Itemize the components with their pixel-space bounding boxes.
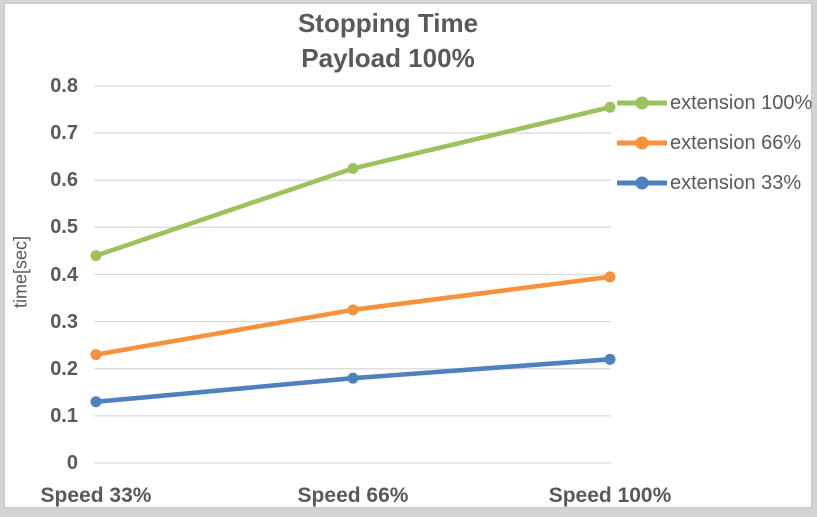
legend-item-extension-100[interactable]: extension 100% [617,90,812,116]
legend-label-extension-100: extension 100% [670,91,813,114]
data-point-extension-100-[interactable] [90,250,102,262]
legend-item-extension-33[interactable]: extension 33% [617,170,801,196]
y-tick-label: 0 [66,452,78,474]
data-point-extension-33-[interactable] [604,353,616,365]
legend-line-marker-icon [617,96,667,110]
legend-label-extension-33: extension 33% [670,171,802,194]
data-point-extension-33-[interactable] [347,372,359,384]
legend-label-extension-66: extension 66% [670,131,802,154]
data-point-extension-66-[interactable] [90,349,102,361]
y-tick-label: 0.8 [50,75,78,97]
chart-title-line2: Payload 100% [301,43,475,73]
y-tick-label: 0.5 [50,216,78,239]
y-tick-label: 0.1 [50,404,78,427]
x-tick-label: Speed 66% [297,484,409,507]
legend-line-marker-icon [617,136,667,150]
x-tick-label: Speed 100% [548,484,672,507]
y-tick-label: 0.2 [50,357,78,380]
y-tick-label: 0.7 [50,122,78,145]
x-tick-label: Speed 33% [40,484,152,507]
legend-line-marker-icon [617,176,667,190]
chart-title: Stopping Time Payload 100% [298,6,478,76]
data-point-extension-33-[interactable] [90,396,102,408]
series-line-extension-100-[interactable] [93,104,613,258]
series-line-extension-66-[interactable] [93,274,613,357]
data-point-extension-100-[interactable] [604,101,616,113]
y-tick-label: 0.6 [50,169,78,192]
data-point-extension-66-[interactable] [604,271,616,283]
legend-item-extension-66[interactable]: extension 66% [617,130,801,156]
data-point-extension-66-[interactable] [347,304,359,316]
y-tick-label: 0.4 [50,263,78,286]
chart-frame[interactable] [4,3,812,508]
chart-title-line1: Stopping Time [297,8,479,38]
data-point-extension-100-[interactable] [347,162,359,174]
y-tick-label: 0.3 [50,310,78,333]
